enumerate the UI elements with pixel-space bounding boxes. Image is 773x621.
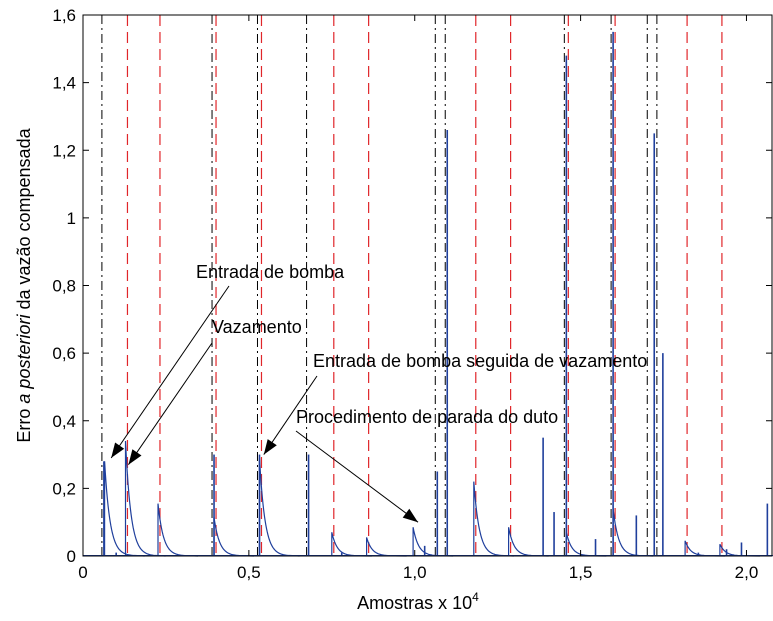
annotation-arrow-line (263, 375, 318, 455)
annotation-arrow-line (128, 342, 213, 465)
y-axis-label: Erro a posteriori da vazão compensada (14, 127, 34, 442)
y-tick-label: 0,8 (52, 277, 76, 296)
annotation-arrows (110, 285, 419, 523)
y-tick-label: 1 (67, 209, 76, 228)
y-tick-label: 1,6 (52, 6, 76, 25)
x-tick-label: 0 (78, 563, 87, 582)
y-tick-label: 1,4 (52, 74, 76, 93)
error-decay-curve (473, 481, 514, 557)
y-tick-label: 0,2 (52, 479, 76, 498)
y-axis-label-part-2: a posteriori (14, 314, 34, 404)
annotation-arrowhead (263, 439, 277, 455)
x-tick-label: 1,5 (569, 563, 593, 582)
error-decay-curve (157, 503, 199, 557)
error-decay-curve (124, 440, 166, 557)
plot-frame (82, 14, 773, 557)
y-tick-label: 0 (67, 547, 76, 566)
y-tick-label: 1,2 (52, 141, 76, 160)
error-decay-curve (684, 540, 726, 557)
y-tick-label: 0,6 (52, 344, 76, 363)
x-tick-label: 1,0 (403, 563, 427, 582)
x-axis-label: Amostras x 104 (357, 590, 479, 613)
y-axis-label-part-3: da vazão compensada (14, 127, 34, 314)
annotation-arrowhead (111, 442, 125, 458)
x-axis-label-text: Amostras x 10 (357, 593, 472, 613)
annotation-pump-entry-then-leak: Entrada de bomba seguida de vazamento (313, 351, 647, 371)
error-decay-curve (565, 532, 607, 557)
error-decay-curve (104, 461, 145, 557)
x-tick-label: 0,5 (237, 563, 261, 582)
error-decay-curve (213, 517, 255, 557)
annotation-arrow-line (295, 430, 419, 523)
annotation-arrowhead (402, 508, 418, 523)
x-axis-label-exponent: 4 (472, 590, 479, 604)
error-decay-curve (366, 537, 407, 557)
y-tick-label: 0,4 (52, 412, 76, 431)
error-series (83, 31, 773, 557)
annotation-arrowhead (128, 449, 142, 465)
y-axis-label-part-1: Erro (14, 404, 34, 443)
error-decay-curve (331, 532, 372, 557)
error-decay-curve (258, 457, 300, 557)
x-tick-label: 2,0 (735, 563, 759, 582)
axis-ticks: 0 0,5 1,0 1,5 2,0 0 0,2 0,4 0,6 0,8 1 1,2 1,4 1,6 (52, 6, 772, 582)
annotation-pump-entry: Entrada de bomba (196, 262, 345, 282)
annotation-pipeline-shutdown: Procedimento de parada do duto (296, 407, 558, 427)
event-markers (101, 15, 723, 556)
annotation-leak: Vazamento (212, 317, 302, 337)
annotation-arrow-line (110, 285, 230, 459)
annotations: Entrada de bomba Vazamento Entrada de bo… (196, 262, 647, 427)
